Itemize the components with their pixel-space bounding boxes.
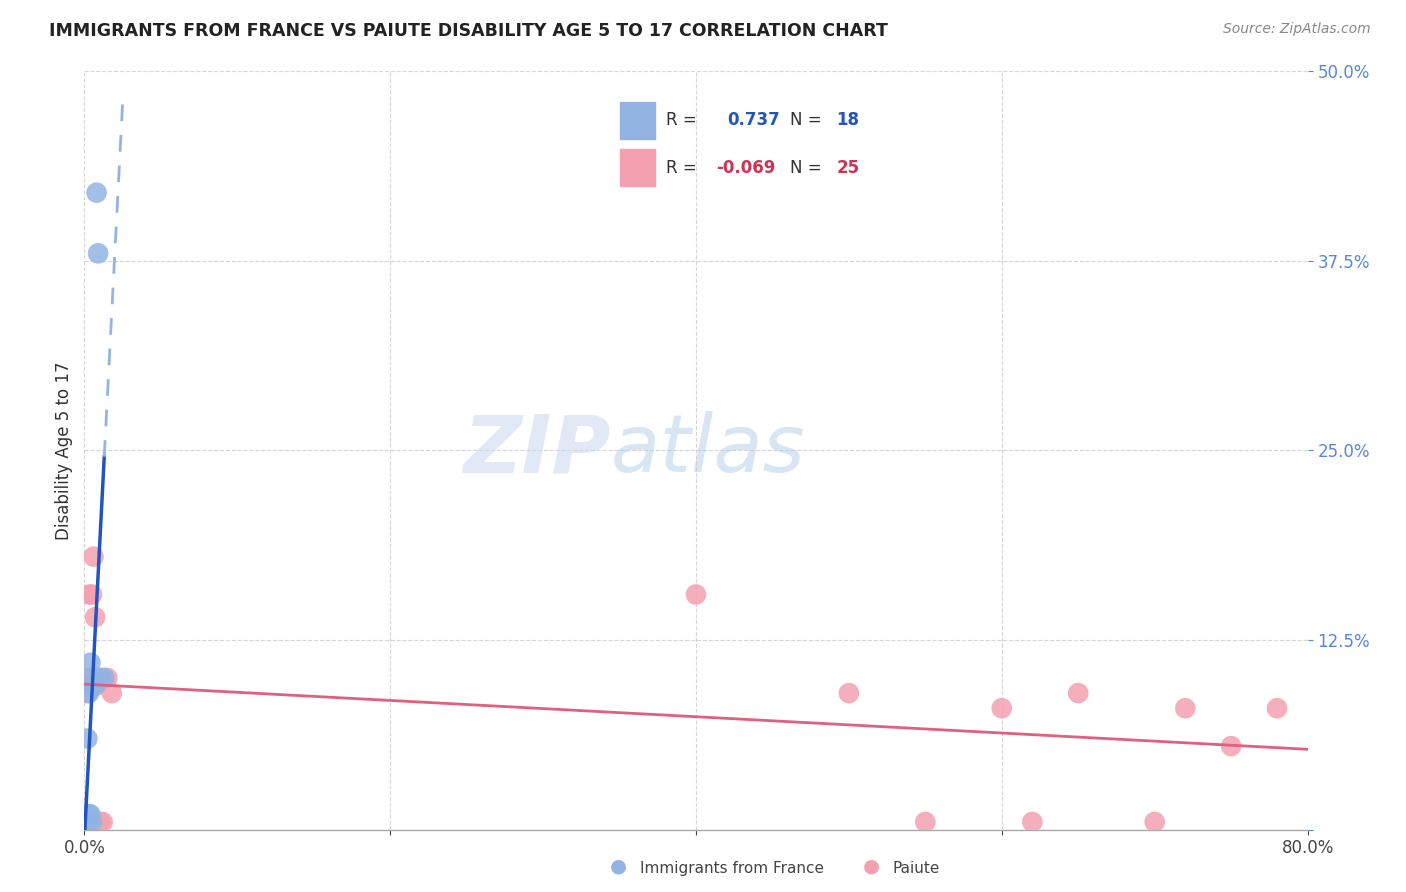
Point: [914, 815, 936, 830]
Text: ●: ●: [863, 857, 880, 876]
Point: [838, 686, 860, 700]
Point: [75, 807, 97, 822]
Point: [86, 678, 108, 692]
Text: 25: 25: [837, 159, 859, 177]
Y-axis label: Disability Age 5 to 17: Disability Age 5 to 17: [55, 361, 73, 540]
Point: [90, 671, 112, 685]
Point: [76, 731, 98, 746]
Point: [685, 588, 707, 602]
Point: [79, 678, 101, 692]
Point: [76, 807, 98, 822]
Point: [80, 815, 103, 830]
Point: [77, 588, 100, 602]
Text: ZIP: ZIP: [463, 411, 610, 490]
Point: [75, 678, 97, 692]
Text: -0.069: -0.069: [716, 159, 775, 177]
Text: ●: ●: [610, 857, 627, 876]
Point: [1220, 739, 1243, 753]
Text: 0.737: 0.737: [727, 112, 779, 129]
Point: [91, 815, 114, 830]
Text: Paiute: Paiute: [893, 861, 941, 876]
Point: [96, 671, 118, 685]
Point: [1265, 701, 1288, 715]
Text: N =: N =: [790, 112, 821, 129]
Point: [80, 671, 103, 685]
Point: [79, 807, 101, 822]
Bar: [620, 102, 655, 139]
Point: [76, 815, 98, 830]
Point: [83, 678, 105, 692]
Point: [86, 186, 108, 200]
Point: [1067, 686, 1090, 700]
Point: [101, 686, 124, 700]
Point: [83, 549, 105, 564]
Text: IMMIGRANTS FROM FRANCE VS PAIUTE DISABILITY AGE 5 TO 17 CORRELATION CHART: IMMIGRANTS FROM FRANCE VS PAIUTE DISABIL…: [49, 22, 889, 40]
Text: Immigrants from France: Immigrants from France: [640, 861, 824, 876]
Point: [84, 678, 107, 692]
Point: [76, 815, 98, 830]
Point: [87, 671, 110, 685]
Point: [87, 246, 110, 260]
Point: [89, 815, 111, 830]
Point: [76, 686, 98, 700]
Point: [75, 815, 97, 830]
Text: Source: ZipAtlas.com: Source: ZipAtlas.com: [1223, 22, 1371, 37]
Point: [1021, 815, 1043, 830]
Text: atlas: atlas: [610, 411, 806, 490]
Point: [1143, 815, 1166, 830]
Text: R =: R =: [666, 159, 697, 177]
Point: [77, 686, 100, 700]
Point: [77, 815, 100, 830]
Text: R =: R =: [666, 112, 697, 129]
Point: [79, 656, 101, 670]
Text: N =: N =: [790, 159, 821, 177]
Point: [991, 701, 1014, 715]
Bar: [620, 149, 655, 186]
Point: [77, 807, 100, 822]
Point: [93, 671, 115, 685]
Point: [80, 588, 103, 602]
Point: [84, 610, 107, 624]
Text: 18: 18: [837, 112, 859, 129]
Point: [75, 671, 97, 685]
Point: [1174, 701, 1197, 715]
